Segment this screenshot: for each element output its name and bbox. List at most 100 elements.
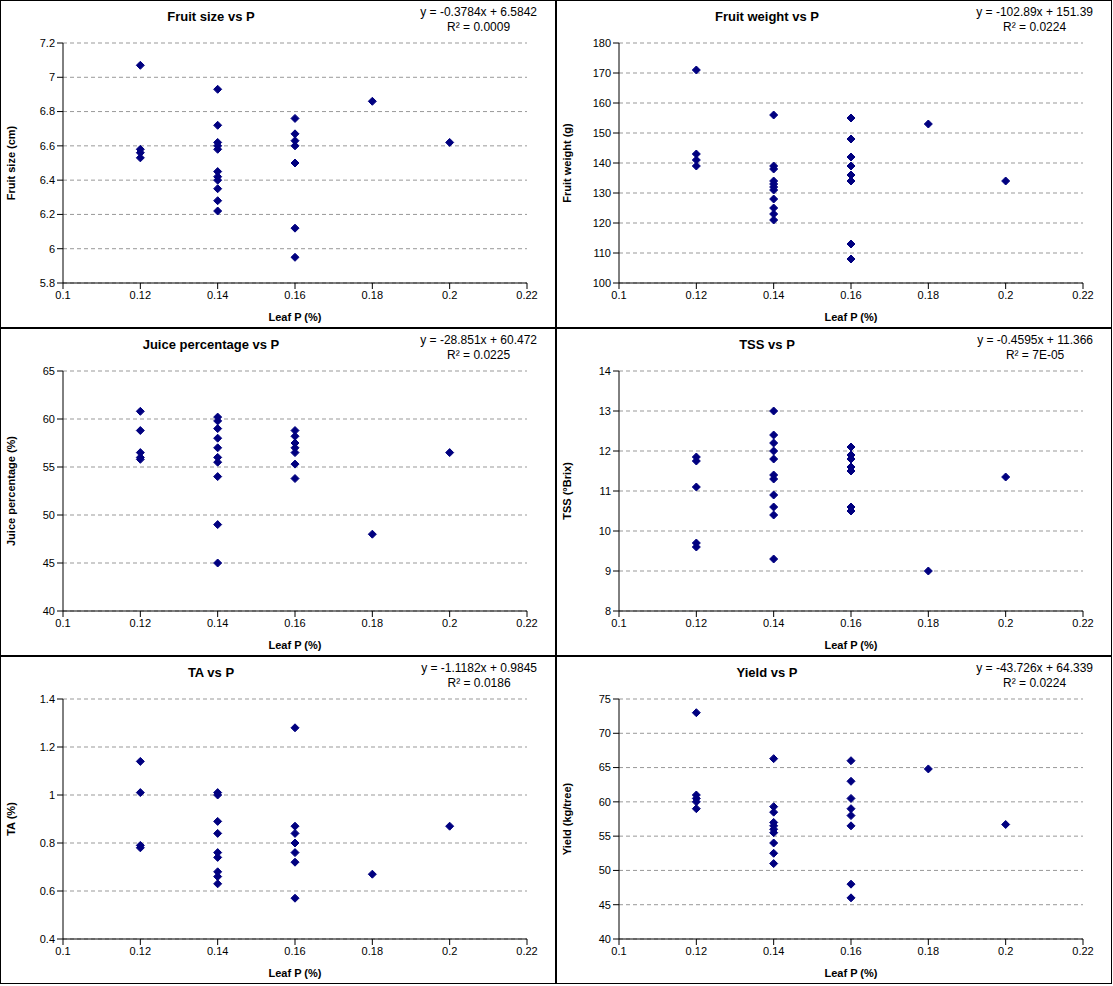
- svg-text:150: 150: [593, 127, 611, 139]
- svg-text:6.2: 6.2: [40, 208, 55, 220]
- svg-text:7: 7: [49, 71, 55, 83]
- svg-text:1.4: 1.4: [40, 693, 55, 705]
- svg-text:0.16: 0.16: [840, 945, 861, 957]
- svg-text:0.14: 0.14: [207, 617, 228, 629]
- svg-text:45: 45: [599, 899, 611, 911]
- svg-text:TA (%): TA (%): [5, 802, 17, 836]
- svg-text:0.12: 0.12: [686, 289, 707, 301]
- svg-text:140: 140: [593, 157, 611, 169]
- svg-text:0.2: 0.2: [998, 289, 1013, 301]
- svg-text:0.12: 0.12: [130, 945, 151, 957]
- svg-text:0.8: 0.8: [40, 837, 55, 849]
- svg-text:6: 6: [49, 243, 55, 255]
- svg-text:65: 65: [43, 365, 55, 377]
- svg-text:0.18: 0.18: [362, 617, 383, 629]
- svg-text:1.2: 1.2: [40, 741, 55, 753]
- svg-text:0.1: 0.1: [611, 289, 626, 301]
- svg-text:Leaf P (%): Leaf P (%): [825, 967, 878, 979]
- svg-text:11: 11: [600, 485, 611, 497]
- svg-text:70: 70: [599, 727, 611, 739]
- svg-text:0.1: 0.1: [611, 945, 626, 957]
- svg-text:0.12: 0.12: [130, 617, 151, 629]
- svg-text:0.14: 0.14: [207, 945, 228, 957]
- svg-text:Fruit weight (g): Fruit weight (g): [561, 123, 573, 203]
- svg-text:7.2: 7.2: [40, 37, 55, 49]
- svg-text:0.18: 0.18: [918, 617, 939, 629]
- svg-text:55: 55: [43, 461, 55, 473]
- svg-text:Leaf P (%): Leaf P (%): [269, 967, 322, 979]
- svg-text:Juice percentage (%): Juice percentage (%): [5, 436, 17, 546]
- html-text:Fruit weight vs P: Fruit weight vs P: [715, 9, 819, 24]
- svg-text:0.2: 0.2: [442, 617, 457, 629]
- svg-text:40: 40: [599, 933, 611, 945]
- svg-text:0.12: 0.12: [686, 945, 707, 957]
- svg-text:0.12: 0.12: [130, 289, 151, 301]
- svg-text:0.2: 0.2: [998, 945, 1013, 957]
- svg-text:0.1: 0.1: [611, 617, 626, 629]
- svg-text:6.6: 6.6: [40, 140, 55, 152]
- svg-text:50: 50: [43, 509, 55, 521]
- svg-text:0.18: 0.18: [362, 945, 383, 957]
- svg-text:0.16: 0.16: [284, 617, 305, 629]
- svg-text:0.14: 0.14: [207, 289, 228, 301]
- svg-text:Leaf P (%): Leaf P (%): [825, 311, 878, 323]
- svg-text:45: 45: [43, 557, 55, 569]
- svg-text:50: 50: [599, 864, 611, 876]
- html-text:Fruit size vs P: Fruit size vs P: [167, 9, 255, 24]
- svg-text:0.16: 0.16: [284, 289, 305, 301]
- svg-text:9: 9: [605, 565, 611, 577]
- svg-text:0.14: 0.14: [763, 617, 784, 629]
- svg-text:6.8: 6.8: [40, 105, 55, 117]
- svg-text:Fruit size (cm): Fruit size (cm): [5, 125, 17, 200]
- svg-text:0.16: 0.16: [284, 945, 305, 957]
- svg-text:75: 75: [599, 693, 611, 705]
- svg-text:120: 120: [593, 217, 611, 229]
- svg-text:0.4: 0.4: [40, 933, 55, 945]
- svg-text:8: 8: [605, 605, 611, 617]
- svg-text:40: 40: [43, 605, 55, 617]
- svg-text:Leaf P (%): Leaf P (%): [825, 639, 878, 651]
- svg-text:10: 10: [599, 525, 611, 537]
- svg-text:0.6: 0.6: [40, 885, 55, 897]
- svg-text:Leaf P (%): Leaf P (%): [269, 311, 322, 323]
- svg-text:110: 110: [593, 247, 611, 259]
- svg-text:5.8: 5.8: [40, 277, 55, 289]
- svg-text:12: 12: [599, 445, 611, 457]
- svg-text:0.22: 0.22: [516, 289, 537, 301]
- svg-text:0.1: 0.1: [55, 289, 70, 301]
- svg-text:6.4: 6.4: [40, 174, 55, 186]
- svg-text:0.2: 0.2: [998, 617, 1013, 629]
- svg-text:0.16: 0.16: [840, 289, 861, 301]
- svg-text:0.12: 0.12: [686, 617, 707, 629]
- svg-text:0.22: 0.22: [516, 617, 537, 629]
- svg-text:130: 130: [593, 187, 611, 199]
- svg-text:0.22: 0.22: [1072, 617, 1093, 629]
- svg-text:0.22: 0.22: [1072, 945, 1093, 957]
- svg-text:0.14: 0.14: [763, 289, 784, 301]
- svg-text:170: 170: [593, 67, 611, 79]
- svg-text:0.1: 0.1: [55, 945, 70, 957]
- svg-text:0.18: 0.18: [362, 289, 383, 301]
- svg-text:0.16: 0.16: [840, 617, 861, 629]
- svg-text:Leaf P (%): Leaf P (%): [269, 639, 322, 651]
- svg-text:60: 60: [43, 413, 55, 425]
- svg-text:100: 100: [593, 277, 611, 289]
- svg-text:14: 14: [599, 365, 611, 377]
- svg-text:0.22: 0.22: [516, 945, 537, 957]
- svg-text:60: 60: [599, 796, 611, 808]
- svg-text:TSS (°Brix): TSS (°Brix): [561, 462, 573, 520]
- svg-text:1: 1: [49, 789, 55, 801]
- svg-text:0.2: 0.2: [442, 945, 457, 957]
- svg-text:0.1: 0.1: [55, 617, 70, 629]
- svg-text:13: 13: [599, 405, 611, 417]
- svg-text:0.18: 0.18: [918, 945, 939, 957]
- svg-text:0.14: 0.14: [763, 945, 784, 957]
- svg-text:0.2: 0.2: [442, 289, 457, 301]
- svg-text:Yield (kg/tree): Yield (kg/tree): [561, 783, 573, 856]
- svg-text:65: 65: [599, 761, 611, 773]
- svg-text:180: 180: [593, 37, 611, 49]
- svg-text:0.22: 0.22: [1072, 289, 1093, 301]
- svg-text:55: 55: [599, 830, 611, 842]
- svg-text:0.18: 0.18: [918, 289, 939, 301]
- svg-text:160: 160: [593, 97, 611, 109]
